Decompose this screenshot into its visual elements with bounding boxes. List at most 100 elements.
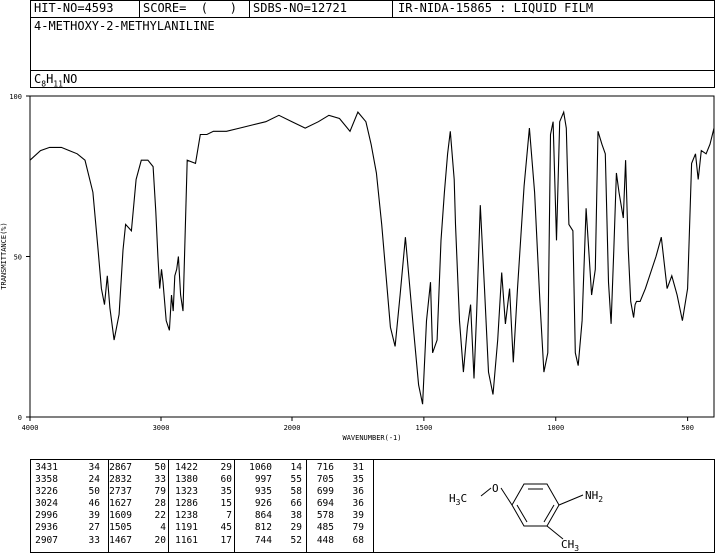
peak-wavenumber: 926 (254, 498, 272, 510)
molecule-structure: H3C O NH2 CH3 (449, 482, 603, 553)
peak-intensity: 79 (154, 486, 166, 498)
score-field: SCORE= ( ) (143, 1, 237, 15)
hit-number: HIT-NO=4593 (34, 1, 114, 15)
peak-intensity: 50 (154, 462, 166, 473)
amine-label: NH2 (585, 489, 603, 504)
peak-wavenumber: 3431 (35, 462, 58, 473)
peak-wavenumber: 1191 (175, 522, 198, 534)
peak-intensity: 66 (290, 498, 302, 510)
peak-wavenumber: 485 (316, 522, 334, 534)
peak-wavenumber: 1380 (175, 474, 198, 486)
peak-wavenumber: 997 (254, 474, 272, 486)
peak-wavenumber: 705 (316, 474, 334, 486)
peak-intensity: 36 (352, 498, 364, 510)
peak-wavenumber: 1161 (175, 534, 198, 546)
x-tick-label: 4000 (22, 424, 39, 432)
peak-wavenumber: 1060 (249, 462, 272, 473)
peak-wavenumber: 1323 (175, 486, 198, 498)
peak-intensity: 55 (290, 474, 302, 486)
ir-nida-label: IR-NIDA-15865 : LIQUID FILM (398, 1, 594, 15)
peak-intensity: 39 (352, 510, 364, 522)
y-tick-label: 50 (14, 254, 22, 262)
peak-wavenumber: 2737 (109, 486, 132, 498)
peak-wavenumber: 935 (254, 486, 272, 498)
peak-intensity: 29 (220, 462, 232, 473)
peak-intensity: 28 (154, 498, 166, 510)
peak-table: 3431 34 2867 50 1422 29 1060 14 716 31 3358 24 2832 3… (30, 462, 366, 547)
oxygen-label: O (492, 482, 499, 495)
peak-intensity: 35 (220, 486, 232, 498)
peak-intensity: 29 (290, 522, 302, 534)
peak-wavenumber: 864 (254, 510, 272, 522)
peak-wavenumber: 1238 (175, 510, 198, 522)
peak-wavenumber: 2867 (109, 462, 132, 473)
table-row: 3024 46 1627 28 1286 15 926 66 694 36 (30, 498, 366, 510)
peak-wavenumber: 1422 (175, 462, 198, 473)
peak-wavenumber: 448 (316, 534, 334, 546)
table-row: 3358 24 2832 33 1380 60 997 55 705 35 (30, 474, 366, 486)
peak-intensity: 50 (88, 486, 100, 498)
table-row: 2996 39 1609 22 1238 7 864 38 578 39 (30, 510, 366, 522)
peak-intensity: 38 (290, 510, 302, 522)
x-axis-label: WAVENUMBER(-1) (342, 434, 401, 442)
x-tick-label: 3000 (153, 424, 170, 432)
table-row: 2907 33 1467 20 1161 17 744 52 448 68 (30, 535, 366, 547)
peak-wavenumber: 694 (316, 498, 334, 510)
peak-intensity: 22 (154, 510, 166, 522)
peak-intensity: 68 (352, 534, 364, 546)
peak-wavenumber: 1609 (109, 510, 132, 522)
peak-intensity: 33 (88, 534, 100, 546)
peak-intensity: 60 (220, 474, 232, 486)
peak-intensity: 46 (88, 498, 100, 510)
peak-wavenumber: 578 (316, 510, 334, 522)
peak-wavenumber: 716 (316, 462, 334, 473)
peak-intensity: 7 (226, 510, 232, 522)
peak-wavenumber: 812 (254, 522, 272, 534)
peak-intensity: 4 (160, 522, 166, 534)
plot-frame (29, 95, 715, 418)
spectrum-line (29, 110, 715, 405)
peak-wavenumber: 3226 (35, 486, 58, 498)
peak-wavenumber: 3358 (35, 474, 58, 486)
peak-wavenumber: 2996 (35, 510, 58, 522)
table-row: 3226 50 2737 79 1323 35 935 58 699 36 (30, 486, 366, 498)
sdbs-number: SDBS-NO=12721 (253, 1, 347, 15)
peak-wavenumber: 1627 (109, 498, 132, 510)
peak-intensity: 34 (88, 462, 100, 473)
peak-intensity: 24 (88, 474, 100, 486)
peak-wavenumber: 699 (316, 486, 334, 498)
compound-name: 4-METHOXY-2-METHYLANILINE (34, 19, 215, 33)
methoxy-label: H3C (449, 492, 467, 507)
peak-wavenumber: 1467 (109, 534, 132, 546)
x-tick-label: 500 (681, 424, 694, 432)
peak-intensity: 79 (352, 522, 364, 534)
peak-intensity: 58 (290, 486, 302, 498)
methyl-label: CH3 (561, 538, 579, 553)
peak-wavenumber: 1505 (109, 522, 132, 534)
peak-wavenumber: 2907 (35, 534, 58, 546)
peak-intensity: 15 (220, 498, 232, 510)
x-tick-label: 1000 (547, 424, 564, 432)
peak-intensity: 14 (290, 462, 302, 473)
peak-intensity: 52 (290, 534, 302, 546)
peak-wavenumber: 3024 (35, 498, 58, 510)
peak-intensity: 33 (154, 474, 166, 486)
y-tick-label: 100 (9, 93, 22, 101)
y-axis-ticks: 100 50 0 (9, 93, 30, 422)
y-tick-label: 0 (18, 414, 22, 422)
peak-wavenumber: 744 (254, 534, 272, 546)
peak-wavenumber: 2832 (109, 474, 132, 486)
peak-intensity: 31 (352, 462, 364, 473)
peak-intensity: 20 (154, 534, 166, 546)
peak-wavenumber: 1286 (175, 498, 198, 510)
x-tick-label: 2000 (284, 424, 301, 432)
table-row: 3431 34 2867 50 1422 29 1060 14 716 31 (30, 462, 366, 474)
peak-intensity: 39 (88, 510, 100, 522)
x-axis-ticks: 4000 3000 2000 1500 1000 500 (22, 417, 694, 432)
peak-intensity: 35 (352, 474, 364, 486)
molecular-formula: C8H11NO (34, 72, 78, 89)
peak-intensity: 17 (220, 534, 232, 546)
x-tick-label: 1500 (415, 424, 432, 432)
table-row: 2936 27 1505 4 1191 45 812 29 485 79 (30, 522, 366, 534)
